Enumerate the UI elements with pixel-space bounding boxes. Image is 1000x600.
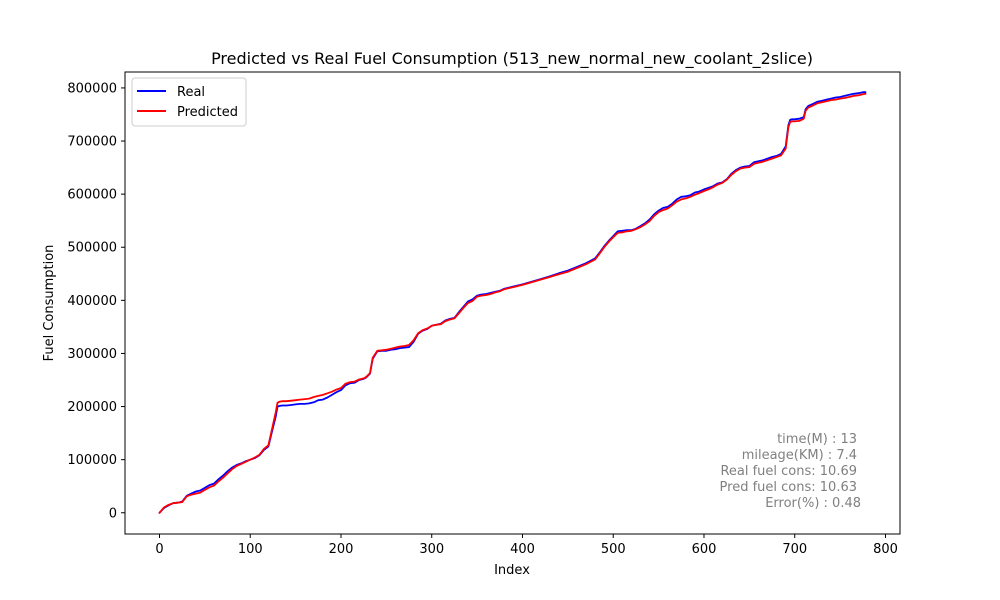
y-tick-label: 300000: [67, 347, 117, 362]
legend-label-predicted: Predicted: [177, 105, 238, 120]
x-tick-label: 800: [873, 542, 898, 557]
x-axis: 0 100 200 300 400 500 600 700 800: [155, 534, 898, 557]
plot-area: [124, 71, 901, 535]
y-tick-label: 500000: [67, 241, 117, 256]
x-tick-label: 200: [329, 542, 354, 557]
y-axis: 0 100000 200000 300000 400000 500000 600000 700…: [67, 81, 125, 521]
y-tick-label: 200000: [67, 400, 117, 415]
y-tick-label: 800000: [67, 81, 117, 96]
stats-annotation: time(M) : 13 mileage(KM) : 7.4 Real fuel…: [720, 432, 861, 511]
y-axis-title: Fuel Consumption: [42, 245, 57, 362]
annotation-mileage: mileage(KM) : 7.4: [742, 448, 857, 463]
chart-title: Predicted vs Real Fuel Consumption (513_…: [211, 49, 813, 69]
x-tick-label: 100: [238, 542, 263, 557]
y-tick-label: 400000: [67, 294, 117, 309]
annotation-error: Error(%) : 0.48: [765, 496, 861, 511]
y-tick-label: 600000: [67, 188, 117, 203]
x-tick-label: 0: [155, 542, 163, 557]
x-tick-label: 300: [419, 542, 444, 557]
y-tick-label: 100000: [67, 453, 117, 468]
series-line-predicted: [158, 92, 867, 514]
x-tick-label: 600: [692, 542, 717, 557]
series-layer: [158, 91, 867, 514]
y-tick-label: 700000: [67, 135, 117, 150]
annotation-time: time(M) : 13: [777, 432, 857, 447]
x-tick-label: 700: [782, 542, 807, 557]
legend-label-real: Real: [177, 85, 205, 100]
annotation-pred-fuel: Pred fuel cons: 10.63: [720, 480, 857, 495]
x-tick-label: 500: [601, 542, 626, 557]
x-tick-label: 400: [510, 542, 535, 557]
legend: Real Predicted: [131, 77, 247, 127]
annotation-real-fuel: Real fuel cons: 10.69: [720, 464, 857, 479]
x-axis-title: Index: [494, 563, 530, 578]
y-tick-label: 0: [109, 506, 117, 521]
